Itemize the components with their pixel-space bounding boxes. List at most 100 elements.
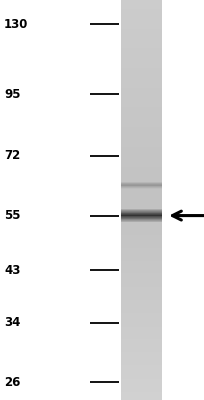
Bar — [121, 76, 162, 77]
Bar — [121, 328, 162, 329]
Bar — [121, 376, 162, 377]
Bar — [121, 355, 162, 356]
Bar — [121, 113, 162, 115]
Bar — [121, 7, 162, 8]
Bar — [121, 196, 162, 197]
Bar — [121, 45, 162, 47]
Bar — [121, 299, 162, 300]
Bar — [121, 4, 162, 5]
Bar — [121, 308, 162, 309]
Bar — [121, 1, 162, 3]
Bar — [121, 176, 162, 177]
Bar — [121, 88, 162, 89]
Bar — [121, 13, 162, 15]
Bar — [121, 384, 162, 385]
Bar — [121, 77, 162, 79]
Bar — [121, 5, 162, 7]
Bar — [121, 17, 162, 19]
Bar — [121, 217, 162, 218]
Bar — [121, 375, 162, 376]
Bar — [121, 20, 162, 21]
Bar — [121, 260, 162, 261]
Bar — [121, 197, 162, 199]
Bar — [121, 67, 162, 68]
Bar — [121, 40, 162, 41]
Bar — [121, 111, 162, 112]
Bar — [121, 183, 162, 184]
Bar — [121, 186, 162, 187]
Bar — [121, 336, 162, 337]
Bar — [121, 261, 162, 263]
Bar — [121, 297, 162, 299]
Bar — [121, 53, 162, 55]
Text: 34: 34 — [4, 316, 20, 329]
Bar — [121, 243, 162, 244]
Bar — [121, 181, 162, 183]
Bar — [121, 208, 162, 209]
Bar — [121, 249, 162, 251]
Bar — [121, 347, 162, 348]
Bar — [121, 148, 162, 149]
Bar — [121, 169, 162, 171]
Bar — [121, 221, 162, 222]
Bar — [121, 367, 162, 368]
Bar — [121, 273, 162, 275]
Bar — [121, 324, 162, 325]
Bar — [121, 341, 162, 343]
Bar — [121, 317, 162, 319]
Bar — [121, 227, 162, 228]
Bar — [121, 64, 162, 65]
Bar — [121, 192, 162, 193]
Bar — [121, 47, 162, 48]
Text: 130: 130 — [4, 18, 28, 31]
Bar — [121, 173, 162, 175]
Bar — [121, 121, 162, 123]
Bar — [121, 136, 162, 137]
Bar — [121, 127, 162, 128]
Bar — [121, 123, 162, 124]
Bar — [121, 133, 162, 135]
Bar — [121, 152, 162, 153]
Bar — [121, 52, 162, 53]
Bar — [121, 149, 162, 151]
Bar — [121, 168, 162, 169]
Bar — [121, 359, 162, 360]
Bar — [121, 207, 162, 208]
Bar — [121, 29, 162, 31]
Bar — [121, 348, 162, 349]
Bar — [121, 182, 162, 183]
Bar — [121, 263, 162, 264]
Bar — [121, 151, 162, 152]
Bar — [121, 379, 162, 380]
Bar — [121, 253, 162, 255]
Bar — [121, 211, 162, 212]
Bar — [121, 237, 162, 239]
Bar — [121, 364, 162, 365]
Bar — [121, 191, 162, 192]
Bar — [121, 155, 162, 156]
Bar — [121, 39, 162, 40]
Bar — [121, 388, 162, 389]
Bar — [121, 211, 162, 212]
Bar — [121, 385, 162, 387]
Bar — [121, 275, 162, 276]
Bar — [121, 264, 162, 265]
Bar — [121, 147, 162, 148]
Bar — [121, 217, 162, 219]
Bar — [121, 349, 162, 351]
Bar — [121, 304, 162, 305]
Bar — [121, 89, 162, 91]
Bar — [121, 105, 162, 107]
Bar — [121, 195, 162, 196]
Bar — [121, 23, 162, 24]
Bar — [121, 218, 162, 219]
Bar — [121, 340, 162, 341]
Bar — [121, 389, 162, 391]
Bar — [121, 205, 162, 207]
Bar — [121, 19, 162, 20]
Bar — [121, 327, 162, 328]
Bar — [121, 156, 162, 157]
Bar — [121, 0, 162, 1]
Bar — [121, 87, 162, 88]
Bar — [121, 287, 162, 288]
